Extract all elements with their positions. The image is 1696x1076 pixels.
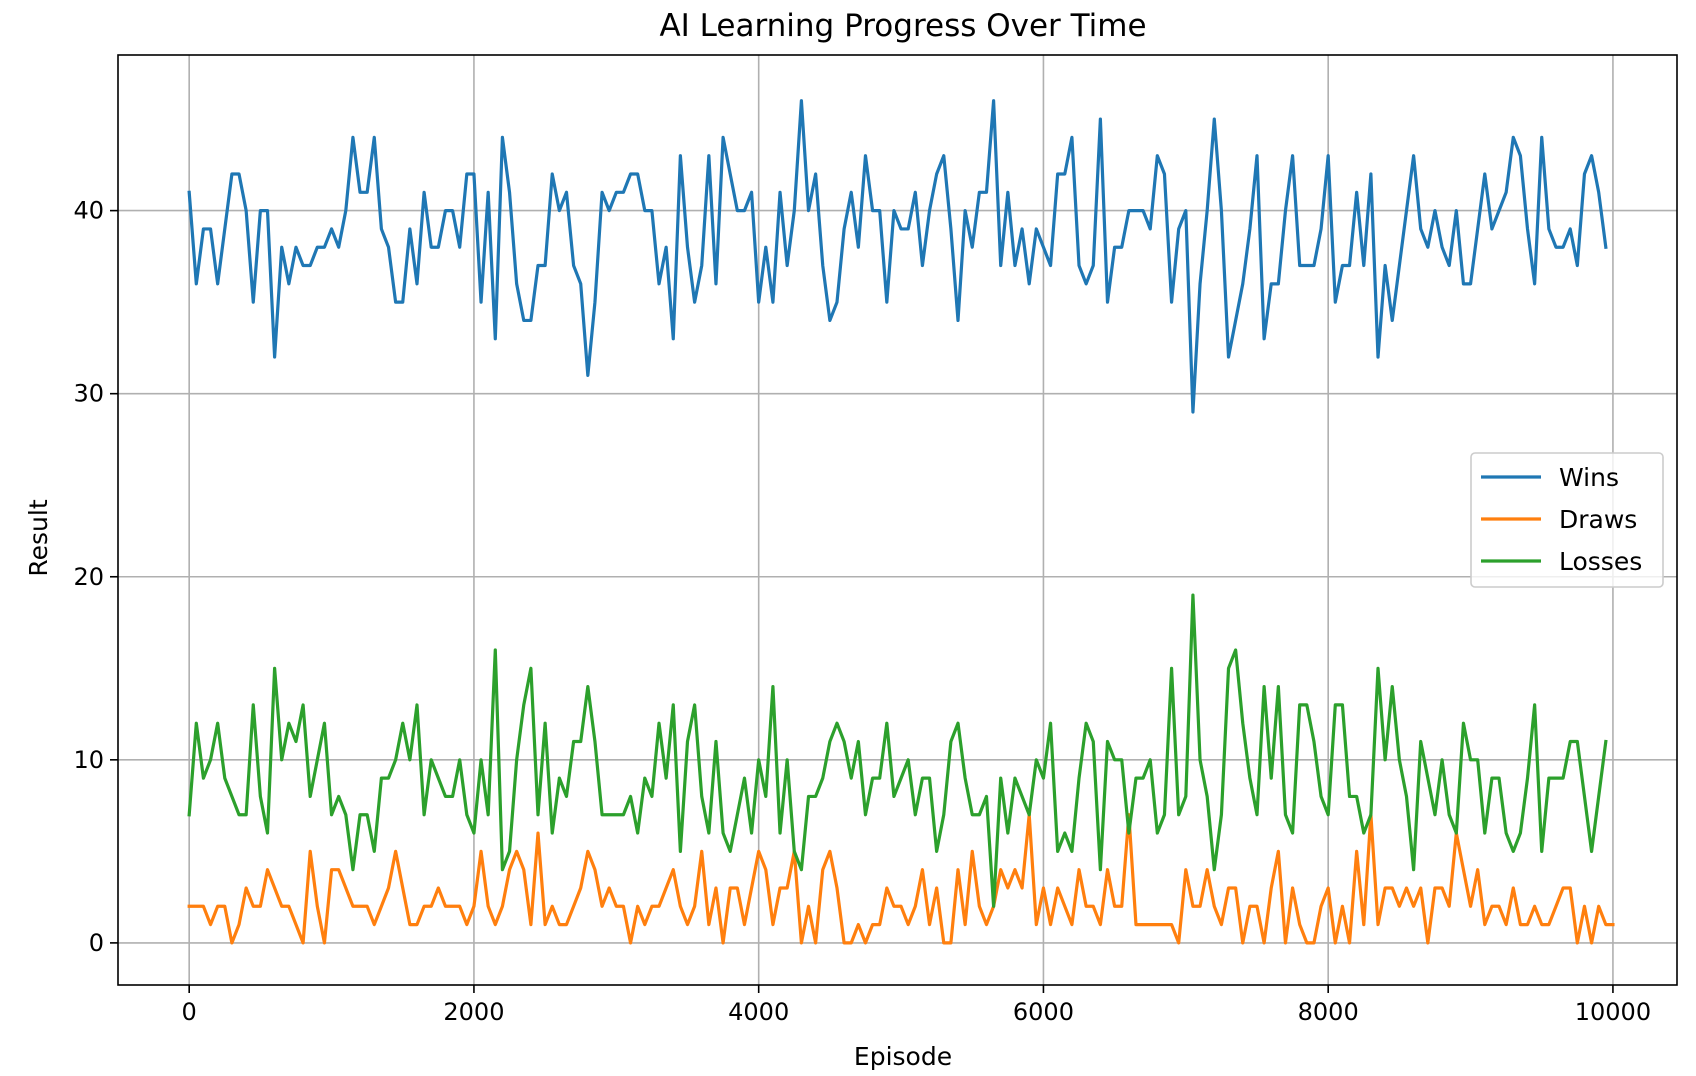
legend-box [1470,452,1664,588]
plot-frame [117,54,1678,986]
y-axis-label: Result [24,499,53,576]
y-tick-label: 40 [73,197,104,225]
x-tick-label: 0 [182,998,197,1026]
x-axis: 0 2000 4000 6000 8000 10000 [182,985,1651,1026]
series-line-draws [187,813,1615,945]
y-tick-label: 20 [73,563,104,591]
legend-label-draws: Draws [1559,505,1637,534]
x-axis-label: Episode [854,1042,952,1071]
series-line-wins [187,99,1608,414]
x-tick-label: 6000 [1013,998,1074,1026]
y-tick-label: 0 [89,929,104,957]
legend-label-losses: Losses [1559,547,1642,576]
x-tick-label: 10000 [1575,998,1651,1026]
x-tick-label: 4000 [728,998,789,1026]
chart-title: AI Learning Progress Over Time [659,8,1146,44]
y-tick-label: 30 [73,380,104,408]
y-axis: 0 10 20 30 40 [73,197,118,957]
series-line-losses [187,593,1608,908]
x-tick-label: 2000 [443,998,504,1026]
legend-label-wins: Wins [1559,463,1619,492]
legend: Wins Draws Losses [1470,452,1664,588]
x-tick-label: 8000 [1298,998,1359,1026]
y-tick-label: 10 [73,746,104,774]
series-layer [187,99,1615,945]
